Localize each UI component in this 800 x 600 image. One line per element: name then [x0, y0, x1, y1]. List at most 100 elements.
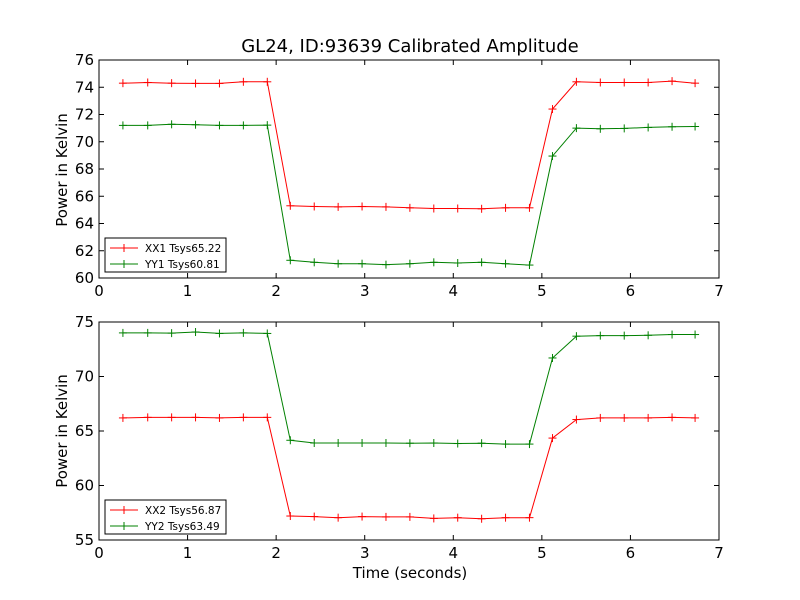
data-point: [310, 258, 319, 267]
data-point: [453, 204, 462, 213]
data-point: [263, 77, 272, 86]
data-point: [525, 261, 534, 270]
bottom-plot: 0 1 2 3 4 5 6 7 55 60 65 70 75 XX2 Tsys56.87 YY2 Tsys6…: [75, 313, 724, 562]
data-point: [191, 413, 200, 422]
data-point: [501, 513, 510, 522]
data-point: [525, 440, 534, 449]
x-tick-label: 5: [537, 544, 547, 562]
data-point: [405, 439, 414, 448]
legend: XX2 Tsys56.87 YY2 Tsys63.49: [104, 499, 227, 535]
y-tick-label: 55: [75, 531, 94, 549]
x-tick-label: 7: [714, 282, 724, 300]
data-point: [191, 328, 200, 337]
legend-label: YY2 Tsys63.49: [144, 521, 220, 533]
legend-label: XX1 Tsys65.22: [145, 243, 221, 255]
y-tick-label: 72: [75, 106, 94, 124]
data-point: [644, 78, 653, 87]
data-point: [668, 413, 677, 422]
legend-box: [104, 237, 227, 273]
data-point: [644, 331, 653, 340]
data-point: [501, 440, 510, 449]
data-point: [263, 413, 272, 422]
data-point: [191, 120, 200, 129]
x-tick-label: 7: [714, 544, 724, 562]
data-point: [644, 413, 653, 422]
data-point: [118, 79, 127, 88]
data-point: [286, 256, 295, 265]
x-tick-label: 1: [183, 544, 193, 562]
data-point: [620, 78, 629, 87]
data-point: [477, 204, 486, 213]
data-point: [668, 77, 677, 86]
data-point: [691, 330, 700, 339]
data-point: [239, 121, 248, 130]
y-tick-label: 60: [75, 269, 94, 287]
y-tick-label: 75: [75, 313, 94, 331]
data-point: [405, 203, 414, 212]
data-point: [381, 202, 390, 211]
data-point: [118, 413, 127, 422]
chart-title: GL24, ID:93639 Calibrated Amplitude: [241, 36, 579, 57]
data-point: [525, 203, 534, 212]
data-point: [429, 438, 438, 447]
data-point: [691, 79, 700, 88]
data-point: [596, 124, 605, 133]
data-point: [143, 121, 152, 130]
data-point: [381, 512, 390, 521]
x-tick-label: 4: [449, 282, 459, 300]
legend-label: YY1 Tsys60.81: [144, 259, 220, 271]
data-point: [572, 332, 581, 341]
x-tick-label: 4: [449, 544, 459, 562]
data-point: [644, 123, 653, 132]
legend: XX1 Tsys65.22 YY1 Tsys60.81: [104, 237, 227, 273]
x-tick-label: 0: [94, 282, 104, 300]
x-axis-label: Time (seconds): [352, 564, 468, 582]
data-point: [334, 259, 343, 268]
data-point: [118, 121, 127, 130]
data-point: [143, 78, 152, 87]
data-point: [167, 79, 176, 88]
data-point: [620, 124, 629, 133]
y-axis-label-top: Power in Kelvin: [53, 113, 71, 227]
data-point: [668, 122, 677, 131]
x-tick-label: 2: [271, 544, 281, 562]
data-point: [310, 512, 319, 521]
data-point: [215, 329, 224, 338]
data-point: [167, 413, 176, 422]
data-point: [620, 331, 629, 340]
data-point: [191, 79, 200, 88]
data-point: [239, 328, 248, 337]
data-point: [118, 328, 127, 337]
x-tick-label: 3: [360, 544, 370, 562]
data-point: [572, 77, 581, 86]
data-point: [334, 513, 343, 522]
data-point: [405, 259, 414, 268]
data-point: [525, 513, 534, 522]
data-point: [572, 124, 581, 133]
data-point: [381, 260, 390, 269]
data-point: [358, 512, 367, 521]
x-tick-label: 2: [271, 282, 281, 300]
y-tick-label: 64: [75, 215, 94, 233]
y-tick-label: 68: [75, 160, 94, 178]
y-tick-label: 76: [75, 51, 94, 69]
top-plot: 0 1 2 3 4 5 6 7 60 62 64 66 68 70 72 74 76 XX1 Tsys65.22 Y…: [75, 51, 724, 300]
x-tick-label: 6: [626, 544, 636, 562]
data-point: [596, 331, 605, 340]
data-point: [596, 78, 605, 87]
x-tick-label: 1: [183, 282, 193, 300]
y-tick-label: 60: [75, 477, 94, 495]
data-point: [429, 204, 438, 213]
data-point: [215, 79, 224, 88]
data-point: [668, 330, 677, 339]
data-point: [143, 328, 152, 337]
data-point: [501, 259, 510, 268]
legend-label: XX2 Tsys56.87: [145, 505, 221, 517]
data-point: [215, 413, 224, 422]
y-tick-label: 70: [75, 368, 94, 386]
x-tick-label: 3: [360, 282, 370, 300]
y-tick-label: 66: [75, 187, 94, 205]
data-point: [381, 438, 390, 447]
data-point: [548, 353, 557, 362]
data-point: [596, 413, 605, 422]
